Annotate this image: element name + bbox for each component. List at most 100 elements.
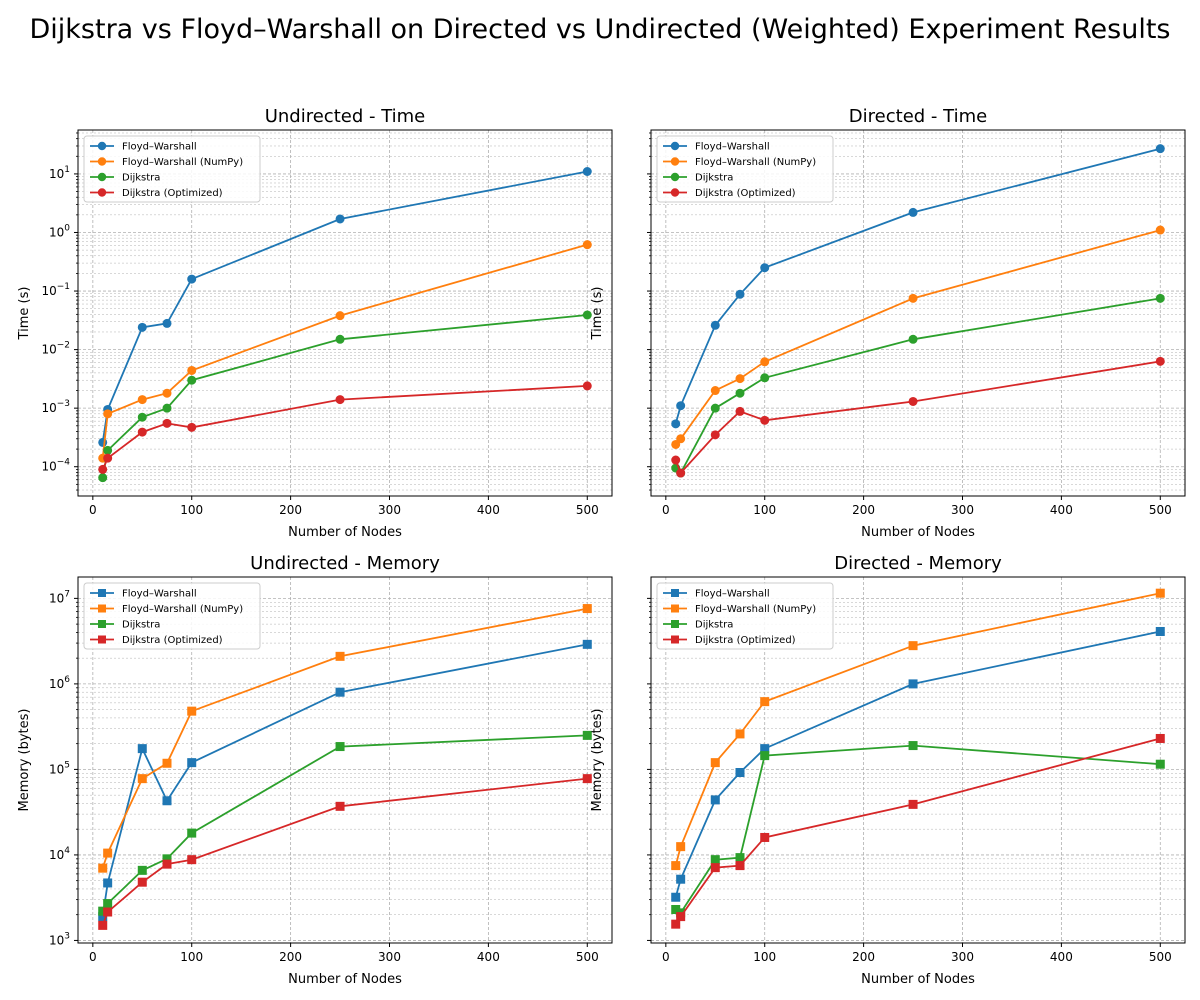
data-point [908,293,918,303]
data-point [335,311,345,321]
legend-marker [670,172,680,182]
data-point [908,679,918,689]
data-point [187,375,197,385]
data-point [760,373,770,383]
x-tick-label: 100 [753,950,776,964]
legend-entry: Floyd–Warshall [90,589,197,600]
legend-entry: Dijkstra (Optimized) [663,635,796,646]
data-point [760,751,770,761]
legend: Floyd–Warshall Floyd–Warshall (NumPy) Dijk… [83,135,261,203]
x-tick-label: 100 [180,950,203,964]
data-point [162,318,172,328]
legend-box [83,582,261,650]
legend-marker [98,620,106,628]
legend-marker [671,620,679,628]
x-tick-label: 400 [477,950,500,964]
chart-panel-4: Directed - Memory 0 100 200 300 400 500 Number … [590,553,1186,987]
x-tick-label: 300 [951,503,974,517]
data-point [735,729,745,739]
x-tick-label: 300 [951,950,974,964]
chart-title: Directed - Time [849,106,987,127]
data-point [735,861,745,871]
x-tick-label: 0 [662,950,670,964]
data-point [710,855,720,865]
data-point [582,730,592,740]
legend-entry: Dijkstra [90,173,160,184]
y-tick-label: 101 [49,165,70,181]
chart-title: Directed - Memory [834,553,1002,574]
data-point [137,877,147,887]
series-line [101,170,588,443]
y-tick-label: 10−4 [41,458,70,474]
data-point [676,434,686,444]
legend-marker [97,172,107,182]
data-point [908,641,918,651]
axes-frame [77,576,613,944]
data-point [98,464,108,474]
data-point [187,706,197,716]
data-point [671,892,681,902]
x-tick-label: 500 [1149,950,1172,964]
legend-label: Floyd–Warshall [695,589,770,600]
x-tick-label: 400 [1050,950,1073,964]
series-3 [671,293,1165,478]
x-tick-label: 100 [753,503,776,517]
legend-label: Floyd–Warshall [122,142,197,153]
series-line [101,777,588,926]
data-point [1155,626,1165,636]
legend-label: Floyd–Warshall (NumPy) [122,157,243,168]
data-point [676,874,686,884]
data-point [187,758,197,768]
series-1 [671,626,1165,902]
data-point [671,919,681,929]
data-point [137,322,147,332]
data-point [103,409,113,419]
series-4 [98,774,592,930]
legend-label: Floyd–Warshall [122,589,197,600]
data-point [335,742,345,752]
data-point [760,263,770,273]
legend-entry: Dijkstra (Optimized) [90,635,223,646]
chart-panel-1: Undirected - Time 0 100 200 300 400 500 10−4 10−… [17,106,613,540]
y-tick-label: 106 [49,675,70,691]
axes-frame [650,576,1186,944]
data-point [760,357,770,367]
data-point [582,381,592,391]
legend-label: Dijkstra [695,173,733,184]
legend-entry: Dijkstra [663,173,733,184]
data-point [676,468,686,478]
legend-box [656,135,834,203]
axes-frame [77,129,613,497]
chart-panel-2: Directed - Time 0 100 200 300 400 500 Number of… [590,106,1186,540]
data-point [103,899,113,909]
data-point [671,419,681,429]
series-line [675,297,1161,475]
y-tick-label: 104 [49,846,70,862]
x-tick-label: 200 [852,950,875,964]
legend: Floyd–Warshall Floyd–Warshall (NumPy) Dijk… [83,582,261,650]
data-point [335,651,345,661]
data-point [908,799,918,809]
x-tick-label: 500 [576,950,599,964]
data-point [1155,759,1165,769]
data-point [137,774,147,784]
data-point [582,639,592,649]
series-line [674,737,1161,925]
legend-entry: Floyd–Warshall [663,589,770,600]
legend-label: Floyd–Warshall [695,142,770,153]
series-2 [98,604,592,873]
legend-marker [671,589,679,597]
data-point [137,865,147,875]
data-point [335,395,345,405]
x-tick-label: 0 [89,503,97,517]
legend-label: Dijkstra (Optimized) [695,635,796,646]
legend-marker [97,188,107,197]
data-point [137,744,147,754]
y-tick-label: 103 [49,931,70,947]
series-1 [98,166,592,447]
legend: Floyd–Warshall Floyd–Warshall (NumPy) Dijk… [656,135,834,203]
data-point [710,863,720,873]
data-point [908,741,918,751]
data-point [582,604,592,614]
